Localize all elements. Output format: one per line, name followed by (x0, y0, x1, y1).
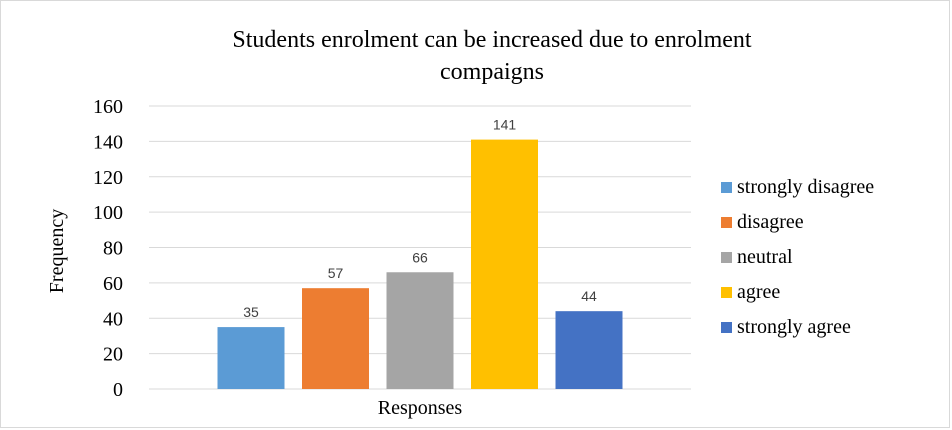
bar (386, 272, 454, 389)
y-tick-label: 120 (93, 167, 123, 189)
data-label: 57 (328, 265, 344, 281)
data-label: 44 (581, 288, 597, 304)
legend-label: disagree (737, 211, 804, 233)
y-tick-label: 160 (93, 96, 123, 118)
bar (555, 311, 623, 389)
y-axis-title: Frequency (46, 209, 68, 293)
legend-swatch (721, 182, 732, 193)
bar (217, 327, 285, 389)
data-label: 66 (412, 249, 428, 265)
legend-swatch (721, 217, 732, 228)
y-tick-label: 140 (93, 131, 123, 153)
chart-title-line-1: Students enrolment can be increased due … (232, 27, 751, 53)
data-labels: 35 57 66 141 44 (243, 117, 597, 320)
bar (302, 288, 369, 389)
legend-label: strongly disagree (737, 176, 874, 198)
legend-swatch (721, 252, 732, 263)
legend-label: agree (737, 281, 780, 303)
legend: strongly disagree disagree neutral agree str… (721, 176, 874, 338)
y-tick-label: 60 (103, 273, 123, 295)
bar (471, 139, 538, 389)
y-tick-label: 40 (103, 308, 123, 330)
legend-swatch (721, 287, 732, 298)
x-axis-title: Responses (378, 397, 463, 419)
chart-title-line-2: compaigns (440, 59, 544, 85)
legend-swatch (721, 322, 732, 333)
data-label: 141 (493, 117, 517, 133)
y-tick-label: 20 (103, 344, 123, 366)
bars (217, 139, 623, 389)
legend-label: strongly agree (737, 316, 851, 338)
y-tick-label: 80 (103, 238, 123, 260)
y-axis-ticks: 0 20 40 60 80 100 120 140 160 (93, 96, 123, 401)
legend-label: neutral (737, 246, 793, 268)
data-label: 35 (243, 304, 259, 320)
y-tick-label: 100 (93, 202, 123, 224)
y-tick-label: 0 (113, 379, 123, 401)
